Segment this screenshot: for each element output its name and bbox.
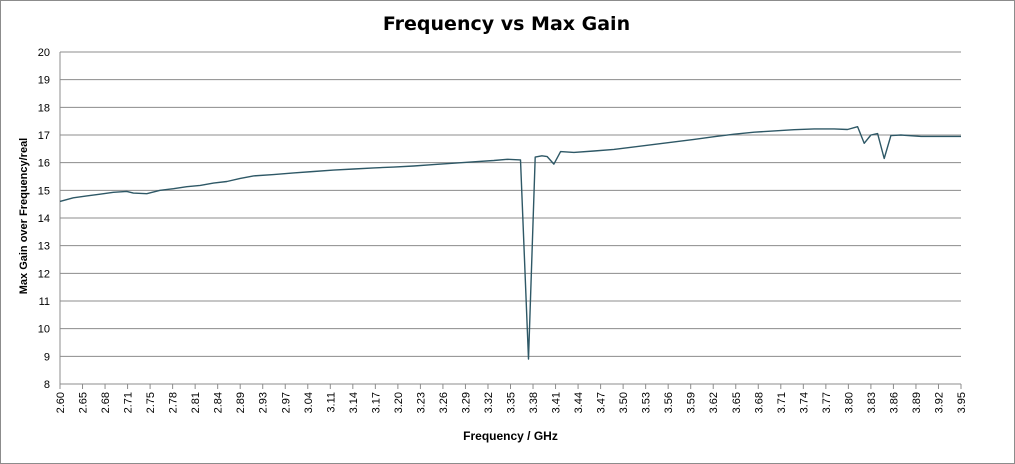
x-tick-label: 3.35	[506, 392, 518, 413]
y-tick-label: 8	[44, 379, 50, 391]
x-tick-label: 2.78	[168, 392, 180, 413]
y-tick-label: 16	[38, 158, 50, 170]
y-tick-label: 9	[44, 351, 50, 363]
chart-title: Frequency vs Max Gain	[382, 13, 631, 35]
x-tick-label: 3.59	[686, 392, 698, 413]
x-tick-label: 3.41	[551, 392, 563, 413]
x-tick-label: 3.56	[663, 392, 675, 413]
y-tick-label: 12	[38, 268, 50, 280]
x-tick-label: 3.04	[303, 392, 315, 413]
x-tick-label: 2.60	[55, 392, 67, 413]
x-tick-label: 3.20	[393, 392, 405, 413]
y-tick-label: 14	[38, 213, 50, 225]
x-tick-label: 3.86	[888, 392, 900, 413]
y-tick-label: 10	[38, 324, 50, 336]
y-tick-label: 17	[38, 130, 50, 142]
x-tick-label: 3.38	[528, 392, 540, 413]
x-tick-label: 3.62	[708, 392, 720, 413]
x-tick-label: 3.89	[911, 392, 923, 413]
x-axis-label: Frequency / GHz	[463, 429, 558, 443]
y-tick-label: 15	[38, 185, 50, 197]
x-tick-label: 3.80	[843, 392, 855, 413]
x-tick-label: 2.84	[213, 392, 225, 413]
x-tick-label: 3.50	[618, 392, 630, 413]
x-tick-label: 3.71	[776, 392, 788, 413]
x-tick-label: 2.89	[235, 392, 247, 413]
x-tick-label: 3.32	[483, 392, 495, 413]
y-tick-label: 11	[39, 296, 50, 308]
y-tick-label: 19	[38, 75, 50, 87]
x-tick-label: 2.75	[145, 392, 157, 413]
x-tick-label: 3.44	[573, 392, 585, 413]
x-tick-label: 2.68	[100, 392, 112, 413]
x-tick-label: 3.23	[415, 392, 427, 413]
y-tick-label: 13	[38, 241, 50, 253]
series-line	[59, 126, 961, 360]
x-tick-label: 2.97	[280, 392, 292, 413]
x-tick-label: 3.14	[348, 392, 360, 413]
x-tick-label: 2.81	[190, 392, 202, 413]
x-tick-label: 3.68	[753, 392, 765, 413]
x-tick-label: 3.95	[956, 392, 968, 413]
x-tick-label: 2.65	[78, 392, 90, 413]
y-tick-label: 20	[38, 47, 50, 59]
x-tick-label: 3.77	[821, 392, 833, 413]
x-tick-label: 3.92	[933, 392, 945, 413]
x-tick-label: 2.93	[258, 392, 270, 413]
x-tick-label: 3.17	[370, 392, 382, 413]
x-tick-label: 3.26	[438, 392, 450, 413]
x-tick-label: 3.29	[460, 392, 472, 413]
x-tick-label: 3.11	[325, 392, 337, 413]
x-tick-label: 2.71	[123, 392, 135, 413]
x-tick-label: 3.83	[866, 392, 878, 413]
y-tick-label: 18	[38, 102, 50, 114]
x-tick-label: 3.47	[596, 392, 608, 413]
x-tick-label: 3.65	[731, 392, 743, 413]
x-tick-label: 3.53	[641, 392, 653, 413]
x-tick-label: 3.74	[798, 392, 810, 413]
